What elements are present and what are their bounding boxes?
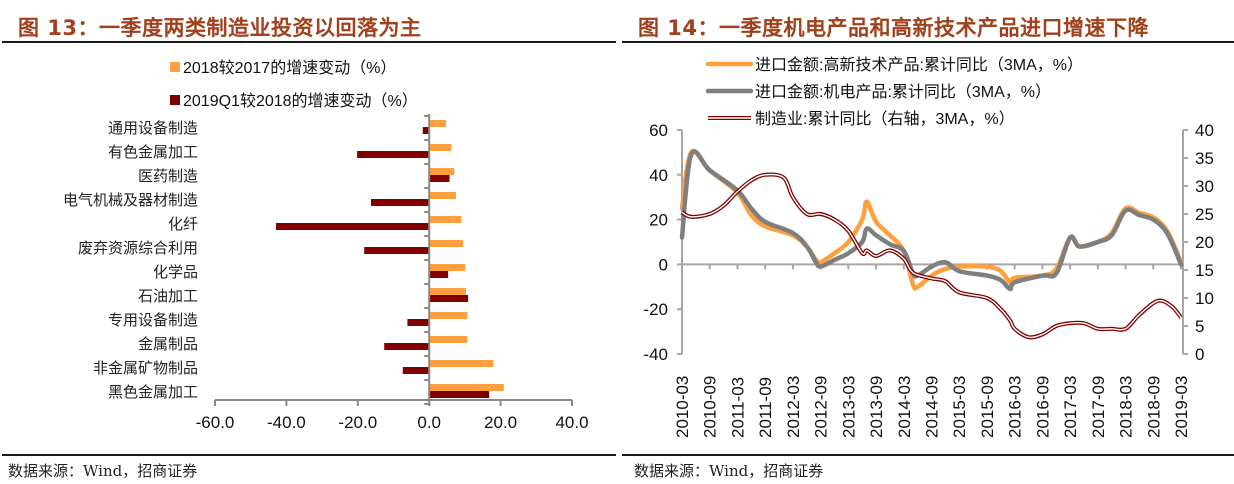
category-label: 黑色金属加工	[108, 383, 198, 401]
bar-2019q1-vs-2018	[357, 151, 430, 158]
category-label: 金属制品	[138, 335, 198, 353]
x-tick-label: 2018-03	[1117, 376, 1136, 438]
bar-2018-vs-2017	[429, 192, 456, 199]
legend-swatch-1	[170, 62, 180, 72]
right-y-tick-label: 25	[1195, 205, 1214, 224]
right-y-tick-label: 20	[1195, 233, 1214, 252]
bar-2019q1-vs-2018	[384, 343, 430, 350]
bar-2019q1-vs-2018	[364, 247, 430, 254]
bar-2019q1-vs-2018	[407, 319, 430, 326]
legend-label-1: 2018较2017的增速变动（%）	[183, 59, 396, 77]
bar-2019q1-vs-2018	[429, 391, 490, 398]
category-label: 电气机械及器材制造	[63, 191, 198, 209]
legend-label-2: 进口金额:机电产品:累计同比（3MA，%）	[755, 83, 1051, 101]
category-label: 石油加工	[138, 287, 198, 305]
x-tick-label: 0.0	[417, 413, 441, 432]
bar-2019q1-vs-2018	[429, 295, 469, 302]
x-tick-label: 2015-03	[950, 376, 969, 438]
left-y-tick-label: -20	[643, 300, 668, 319]
x-tick-label: 2013-03	[839, 376, 858, 438]
figure-14-panel: 图 14：一季度机电产品和高新技术产品进口增速下降 -40 -20 0 20 40 60 0…	[618, 0, 1234, 484]
bar-2019q1-vs-2018	[402, 367, 430, 374]
figure-14-title: 图 14：一季度机电产品和高新技术产品进口增速下降	[638, 16, 1150, 40]
x-tick-label: 2016-09	[1033, 376, 1052, 438]
x-tick-label: 2011-03	[728, 377, 747, 438]
category-label: 通用设备制造	[108, 119, 198, 137]
x-tick-label: 40.0	[555, 413, 588, 432]
figure-13-title: 图 13：一季度两类制造业投资以回落为主	[18, 16, 422, 40]
legend-label-1: 进口金额:高新技术产品:累计同比（3MA，%）	[755, 56, 1083, 74]
x-tick-label: 2015-09	[978, 376, 997, 438]
bar-2018-vs-2017	[429, 216, 462, 223]
bar-2018-vs-2017	[429, 312, 468, 319]
x-tick-label: 2018-09	[1144, 376, 1163, 438]
left-y-tick-label: 0	[659, 255, 668, 274]
data-source-note: 数据来源：Wind，招商证券	[634, 462, 824, 480]
category-label: 专用设备制造	[108, 311, 198, 329]
category-label: 化纤	[168, 215, 198, 233]
bar-2019q1-vs-2018	[371, 199, 430, 206]
right-y-tick-label: 15	[1195, 261, 1214, 280]
legend-label-2: 2019Q1较2018的增速变动（%）	[183, 92, 418, 110]
right-y-tick-label: 5	[1195, 317, 1204, 336]
left-y-tick-label: 60	[649, 121, 668, 140]
x-tick-label: 2019-03	[1172, 376, 1191, 438]
x-tick-label: -20.0	[338, 413, 377, 432]
x-tick-label: 2017-09	[1089, 376, 1108, 438]
series-line-manufacturing-inner	[681, 173, 1182, 339]
right-y-tick-label: 40	[1195, 121, 1214, 140]
data-source-note: 数据来源：Wind，招商证券	[8, 462, 198, 480]
left-y-tick-label: 40	[649, 166, 668, 185]
bar-2018-vs-2017	[429, 288, 466, 295]
x-tick-label: 2013-09	[867, 376, 886, 438]
category-label: 废弃资源综合利用	[78, 239, 198, 257]
title-divider	[622, 41, 1234, 43]
bar-2018-vs-2017	[429, 384, 504, 391]
bar-2019q1-vs-2018	[276, 223, 430, 230]
left-y-tick-label: 20	[649, 211, 668, 230]
bar-2019q1-vs-2018	[429, 175, 450, 182]
figure-13-panel: 图 13：一季度两类制造业投资以回落为主 2018较2017的增速变动（%） 20…	[2, 16, 616, 480]
category-label: 有色金属加工	[108, 143, 198, 161]
x-tick-label: 2012-09	[812, 376, 831, 438]
bar-2019q1-vs-2018	[429, 271, 449, 278]
x-tick-label: 20.0	[484, 413, 517, 432]
x-tick-label: -60.0	[196, 413, 235, 432]
bar-2018-vs-2017	[429, 240, 464, 247]
source-divider	[622, 454, 1234, 456]
line-chart: -40 -20 0 20 40 60 0 5 10 15 20 25 30 35 40 2010-03 2010…	[643, 56, 1214, 438]
right-y-tick-label: 35	[1195, 149, 1214, 168]
legend-swatch-2	[170, 95, 180, 105]
title-divider	[2, 41, 616, 43]
x-tick-label: -40.0	[267, 413, 306, 432]
x-tick-label: 2017-03	[1061, 376, 1080, 438]
category-label: 非金属矿物制品	[93, 359, 198, 377]
x-tick-label: 2014-09	[923, 376, 942, 438]
x-tick-label: 2010-09	[701, 376, 720, 438]
source-divider	[2, 454, 616, 456]
right-y-tick-label: 30	[1195, 177, 1214, 196]
bar-chart: 2018较2017的增速变动（%） 2019Q1较2018的增速变动（%） 通用设备…	[63, 59, 589, 432]
bar-2018-vs-2017	[429, 120, 446, 127]
x-tick-label: 2016-03	[1006, 376, 1025, 438]
right-y-tick-label: 10	[1195, 289, 1214, 308]
x-tick-label: 2014-03	[895, 376, 914, 438]
x-tick-label: 2011-09	[756, 377, 775, 438]
legend-label-3: 制造业:累计同比（右轴，3MA，%）	[755, 110, 1015, 128]
x-tick-label: 2012-03	[784, 376, 803, 438]
bar-2018-vs-2017	[429, 264, 466, 271]
right-y-tick-label: 0	[1195, 345, 1204, 364]
series-line-manufacturing	[680, 172, 1183, 340]
left-y-tick-label: -40	[643, 345, 668, 364]
bar-2018-vs-2017	[429, 144, 452, 151]
x-tick-label: 2010-03	[673, 376, 692, 438]
bar-2018-vs-2017	[429, 168, 455, 175]
category-label: 化学品	[153, 263, 198, 281]
bar-2018-vs-2017	[429, 336, 468, 343]
category-label: 医药制造	[138, 167, 198, 185]
bar-2019q1-vs-2018	[422, 127, 430, 134]
bar-2018-vs-2017	[429, 360, 494, 367]
